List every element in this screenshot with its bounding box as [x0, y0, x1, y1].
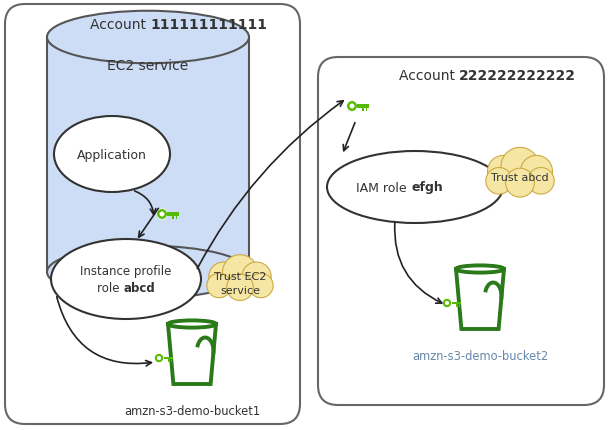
Ellipse shape — [456, 266, 504, 273]
Circle shape — [157, 356, 161, 360]
Circle shape — [346, 101, 357, 112]
Polygon shape — [456, 269, 504, 329]
Text: Trust EC2: Trust EC2 — [214, 271, 266, 281]
Circle shape — [528, 168, 554, 195]
Bar — [172, 216, 174, 219]
Text: IAM role: IAM role — [356, 181, 411, 194]
Bar — [175, 216, 177, 219]
Ellipse shape — [47, 12, 249, 64]
Circle shape — [242, 262, 271, 292]
Ellipse shape — [51, 240, 201, 319]
Bar — [47, 38, 249, 272]
Text: Instance profile: Instance profile — [80, 265, 172, 278]
Circle shape — [505, 169, 535, 198]
Text: amzn-s3-demo-bucket2: amzn-s3-demo-bucket2 — [412, 349, 548, 362]
Bar — [167, 359, 169, 362]
Circle shape — [159, 212, 164, 217]
Circle shape — [227, 274, 254, 301]
Bar — [167, 213, 179, 216]
Bar — [362, 108, 364, 111]
FancyBboxPatch shape — [5, 5, 300, 424]
Ellipse shape — [168, 321, 216, 328]
Circle shape — [155, 353, 164, 363]
Text: abcd: abcd — [123, 281, 155, 294]
Circle shape — [249, 273, 273, 298]
Text: 111111111111: 111111111111 — [150, 18, 268, 32]
Circle shape — [442, 299, 452, 308]
Circle shape — [156, 209, 167, 220]
Text: Trust abcd: Trust abcd — [491, 172, 549, 183]
Circle shape — [521, 156, 552, 188]
Circle shape — [488, 156, 519, 188]
Bar — [357, 105, 369, 108]
FancyBboxPatch shape — [318, 58, 604, 405]
Circle shape — [209, 262, 238, 292]
Polygon shape — [168, 324, 216, 384]
Bar — [164, 357, 174, 359]
Ellipse shape — [54, 117, 170, 193]
Bar — [452, 302, 461, 305]
Ellipse shape — [327, 152, 503, 224]
Circle shape — [349, 104, 354, 109]
Text: 222222222222: 222222222222 — [459, 69, 576, 83]
Text: role: role — [97, 281, 123, 294]
Bar — [170, 359, 172, 362]
Text: EC2 service: EC2 service — [108, 59, 189, 73]
Bar — [365, 108, 367, 111]
Circle shape — [486, 168, 513, 195]
Text: service: service — [220, 286, 260, 295]
Circle shape — [445, 301, 449, 305]
Ellipse shape — [47, 246, 249, 298]
Text: Account: Account — [90, 18, 150, 32]
Bar — [456, 305, 457, 307]
Text: Account: Account — [398, 69, 459, 83]
Bar — [459, 305, 460, 307]
Text: efgh: efgh — [411, 181, 443, 194]
Circle shape — [207, 273, 232, 298]
Circle shape — [501, 148, 539, 186]
Text: Application: Application — [77, 148, 147, 161]
Text: amzn-s3-demo-bucket1: amzn-s3-demo-bucket1 — [124, 404, 260, 417]
Circle shape — [222, 255, 257, 290]
